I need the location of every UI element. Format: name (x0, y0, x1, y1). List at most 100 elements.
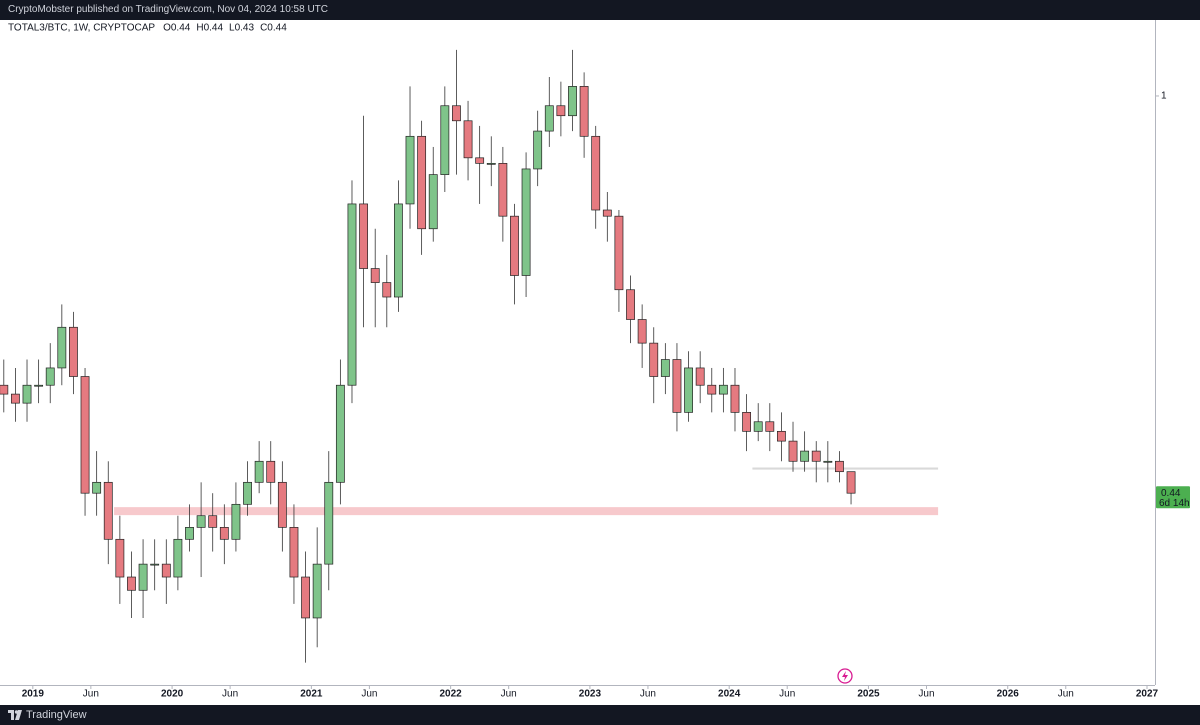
candle-body (370, 268, 380, 283)
brand-logo (8, 710, 22, 720)
candle-body (138, 563, 148, 591)
candle-body (277, 481, 287, 528)
candle-body (765, 421, 775, 432)
candle-body (10, 393, 20, 404)
candle-body (556, 105, 566, 117)
candle-body (57, 326, 67, 369)
ohlc-value: 0.44 (171, 23, 191, 34)
ohlc-value: 0.43 (235, 23, 255, 34)
header-bar: CryptoMobster published on TradingView.c… (0, 0, 1200, 20)
x-tick-label: Jun (918, 689, 934, 700)
candle-body (254, 460, 264, 483)
ohlc-value: 0.44 (204, 23, 224, 34)
x-tick-label: 2027 (1136, 689, 1159, 700)
candle-body (347, 203, 357, 386)
candle-body (544, 105, 554, 132)
last-price-badge (1156, 486, 1190, 509)
x-tick-label: Jun (361, 689, 377, 700)
candle-body (428, 174, 438, 230)
candle-body (591, 135, 601, 211)
candle-body (695, 367, 705, 386)
candle-body (393, 203, 403, 298)
ohlc-value: 0.44 (267, 23, 287, 34)
candle-body (486, 162, 496, 165)
candle-body (649, 342, 659, 377)
x-tick-label: Jun (501, 689, 517, 700)
candle-body (0, 384, 9, 395)
candle-body (196, 515, 206, 528)
x-tick-label: 2019 (22, 689, 45, 700)
candle-body (266, 460, 276, 483)
candle-body (243, 481, 252, 505)
x-tick-label: Jun (640, 689, 656, 700)
brand-name: TradingView (26, 709, 87, 721)
candle-body (707, 384, 717, 395)
ohlc-label: O (163, 23, 171, 34)
candle-body (614, 215, 624, 291)
candle-body (660, 359, 670, 377)
candle-body (289, 527, 299, 578)
candle-body (312, 563, 322, 619)
candle-body (22, 384, 32, 404)
chart-background (0, 20, 1200, 705)
chart: TOTAL3/BTC, 1W, CRYPTOCAP O 0.44 H 0.44 L 0.4… (0, 20, 1200, 705)
candle-body (730, 384, 740, 413)
candle-body (219, 527, 229, 540)
candle-body (115, 538, 125, 578)
candle-body (626, 289, 635, 320)
candle-body (510, 215, 519, 276)
last-price: 0.44 (1161, 488, 1181, 499)
candle-body (742, 412, 752, 432)
candle-body (498, 162, 508, 217)
candle-body (324, 481, 334, 565)
candle-body (672, 359, 682, 413)
x-tick-label: 2023 (579, 689, 602, 700)
events-icon[interactable] (837, 668, 853, 684)
legend: TOTAL3/BTC, 1W, CRYPTOCAP O 0.44 H 0.44 L 0.4… (8, 23, 287, 34)
x-tick-label: Jun (1058, 689, 1074, 700)
candle-body (823, 460, 833, 463)
candle-body (127, 576, 136, 591)
candle-body (846, 471, 856, 494)
candle-body (335, 384, 345, 483)
candle-body (405, 135, 415, 205)
candle-body (69, 326, 78, 377)
candle-body (440, 105, 450, 175)
candle-body (34, 384, 44, 387)
x-tick-label: Jun (83, 689, 99, 700)
candle-body (45, 367, 55, 386)
x-tick-label: Jun (222, 689, 238, 700)
candle-body (80, 376, 90, 494)
x-tick-label: 2022 (440, 689, 463, 700)
candle-body (811, 450, 821, 462)
candle-body (103, 481, 113, 540)
x-tick-label: 2021 (300, 689, 323, 700)
candle-body (800, 450, 810, 462)
candle-body (533, 130, 543, 170)
candle-body (835, 460, 844, 473)
candle-body (382, 282, 392, 298)
ohlc-label: H (196, 23, 203, 34)
candle-body (359, 203, 369, 269)
x-tick-label: 2026 (997, 689, 1020, 700)
x-tick-label: 2025 (857, 689, 880, 700)
candle-body (231, 503, 241, 540)
header-text: CryptoMobster published on TradingView.c… (8, 4, 328, 15)
candle-body (602, 209, 612, 217)
candle-body (463, 120, 473, 159)
candle-body (150, 563, 160, 566)
candle-body (753, 421, 763, 432)
candle-body (568, 86, 577, 117)
candle-body (92, 481, 102, 494)
candle-body (776, 430, 786, 442)
ohlc-label: C (260, 23, 267, 34)
symbol: TOTAL3/BTC, 1W, CRYPTOCAP (8, 23, 155, 34)
x-tick-label: 2020 (161, 689, 184, 700)
zone (752, 467, 939, 470)
footer-bar: TradingView (0, 705, 1200, 725)
candle-body (579, 86, 589, 137)
bar-countdown: 6d 14h (1159, 498, 1190, 509)
zone (114, 507, 939, 516)
events-bolt (842, 671, 848, 681)
ohlc-label: L (229, 23, 235, 34)
